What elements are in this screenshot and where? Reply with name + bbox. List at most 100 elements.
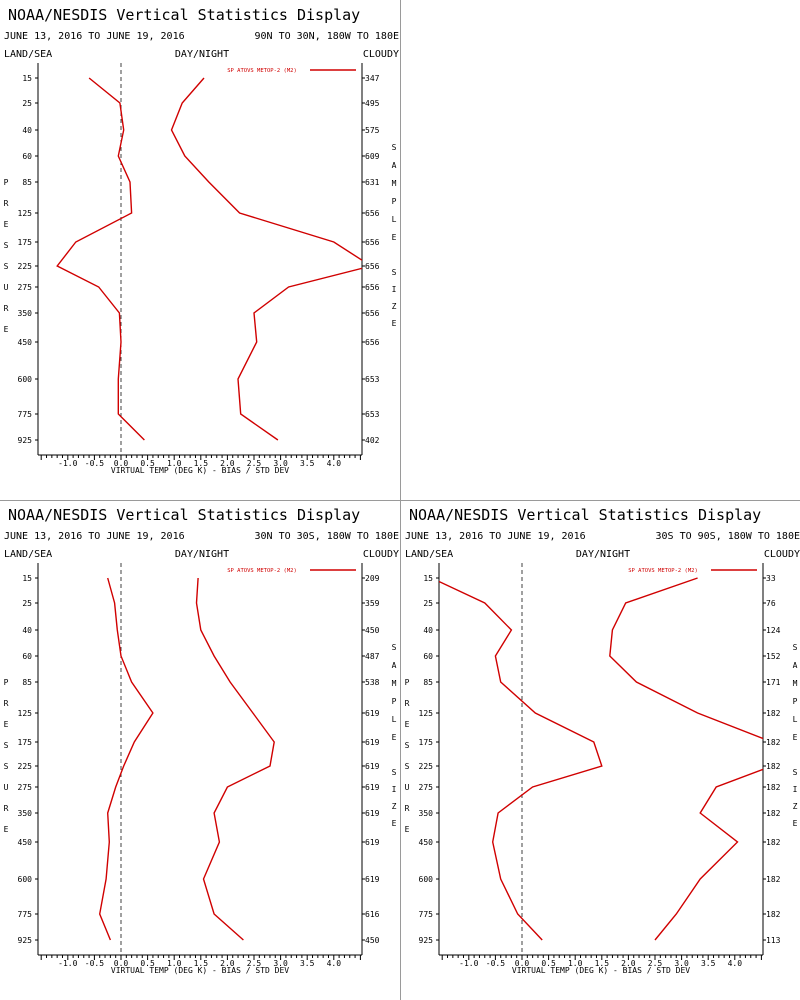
x-tick-label: 0.0 [114,459,129,468]
x-tick-label: 3.5 [300,959,315,968]
sample-size-label: 619 [365,875,380,884]
size-label-letter: E [793,819,798,828]
sample-label-letter: E [392,733,397,742]
sample-size-label: 631 [365,178,380,187]
sample-label-letter: P [392,197,397,206]
pressure-tick-label: 15 [22,574,32,583]
pressure-tick-label: 450 [18,338,33,347]
y-axis-label-letter: R [405,699,410,708]
x-tick-label: 2.5 [648,959,663,968]
x-tick-label: 3.5 [300,459,315,468]
size-label-letter: Z [392,302,397,311]
pressure-tick-label: 925 [419,936,434,945]
size-label-letter: E [392,319,397,328]
x-tick-label: 2.0 [621,959,636,968]
x-tick-label: 4.0 [327,959,342,968]
pressure-tick-label: 450 [18,838,33,847]
x-tick-label: 3.0 [273,459,288,468]
x-tick-label: -1.0 [459,959,478,968]
size-label-letter: E [392,819,397,828]
x-tick-label: 1.5 [595,959,610,968]
sample-size-label: 495 [365,99,380,108]
sample-size-label: 609 [365,152,380,161]
pressure-tick-label: 775 [18,410,33,419]
sample-size-label: 656 [365,238,380,247]
sample-label-letter: A [392,661,397,670]
sample-label-letter: L [392,715,397,724]
x-tick-label: 1.0 [167,959,182,968]
sample-size-label: 209 [365,574,380,583]
bias-series-line [98,577,154,941]
y-axis-label-letter: R [4,699,9,708]
x-tick-label: 2.0 [220,959,235,968]
sample-size-label: 450 [365,626,380,635]
pressure-tick-label: 275 [18,783,33,792]
x-tick-label: 0.5 [140,459,155,468]
y-axis-label-letter: E [405,720,410,729]
pressure-tick-label: 600 [18,375,33,384]
pressure-tick-label: 25 [22,599,32,608]
cloudy-label: CLOUDY [363,49,399,60]
x-tick-label: 0.5 [140,959,155,968]
region-label: 90N TO 30N, 180W TO 180E [255,31,400,42]
pressure-tick-label: 600 [419,875,434,884]
y-axis-label-letter: S [405,762,410,771]
y-axis-label-letter: S [405,741,410,750]
cloudy-label: CLOUDY [764,549,800,560]
sample-size-label: 619 [365,762,380,771]
x-tick-label: 3.0 [273,959,288,968]
legend-label: SP ATOVS METOP-2 (M2) [628,568,698,574]
x-tick-label: 0.0 [114,959,129,968]
x-tick-label: 0.5 [541,959,556,968]
sample-size-label: 616 [365,910,380,919]
stddev-series-line [609,577,763,941]
sample-size-label: 656 [365,262,380,271]
legend-label: SP ATOVS METOP-2 (M2) [227,68,297,74]
pressure-tick-label: 85 [423,678,433,687]
sample-label-letter: A [793,661,798,670]
sample-size-label: 619 [365,838,380,847]
bias-series-line [56,77,145,441]
pressure-tick-label: 125 [419,709,434,718]
y-axis-label-letter: S [4,241,9,250]
pressure-tick-label: 175 [18,238,33,247]
sample-size-label: 359 [365,599,380,608]
sample-label-letter: E [793,733,798,742]
pressure-tick-label: 775 [419,910,434,919]
sample-size-label: 182 [766,709,781,718]
x-tick-label: 4.0 [327,459,342,468]
sample-size-label: 656 [365,209,380,218]
sample-size-label: 182 [766,762,781,771]
x-tick-label: 2.0 [220,459,235,468]
y-axis-label-letter: E [4,825,9,834]
pressure-tick-label: 225 [18,262,33,271]
y-axis-label-letter: R [4,804,9,813]
pressure-tick-label: 60 [22,652,32,661]
y-axis-label-letter: P [4,678,9,687]
sample-size-label: 619 [365,738,380,747]
pressure-tick-label: 175 [18,738,33,747]
x-tick-label: -0.5 [486,959,505,968]
x-tick-label: 2.5 [247,459,262,468]
size-label-letter: I [793,785,798,794]
pressure-tick-label: 25 [423,599,433,608]
pressure-tick-label: 450 [419,838,434,847]
chart-title: NOAA/NESDIS Vertical Statistics Display [8,506,360,524]
date-range: JUNE 13, 2016 TO JUNE 19, 2016 [4,531,185,542]
sample-label-letter: S [392,143,397,152]
pressure-tick-label: 60 [22,152,32,161]
sample-label-letter: M [392,179,397,188]
sample-size-label: 182 [766,738,781,747]
y-axis-label-letter: U [4,783,9,792]
sample-size-label: 182 [766,809,781,818]
x-axis-label: VIRTUAL TEMP (DEG K) - BIAS / STD DEV [512,966,690,975]
pressure-tick-label: 775 [18,910,33,919]
region-label: 30N TO 30S, 180W TO 180E [255,531,400,542]
size-label-letter: Z [793,802,798,811]
pressure-tick-label: 85 [22,178,32,187]
x-tick-label: -1.0 [58,459,77,468]
pressure-tick-label: 85 [22,678,32,687]
pressure-tick-label: 40 [22,126,32,135]
y-axis-label-letter: E [4,720,9,729]
pressure-tick-label: 125 [18,709,33,718]
